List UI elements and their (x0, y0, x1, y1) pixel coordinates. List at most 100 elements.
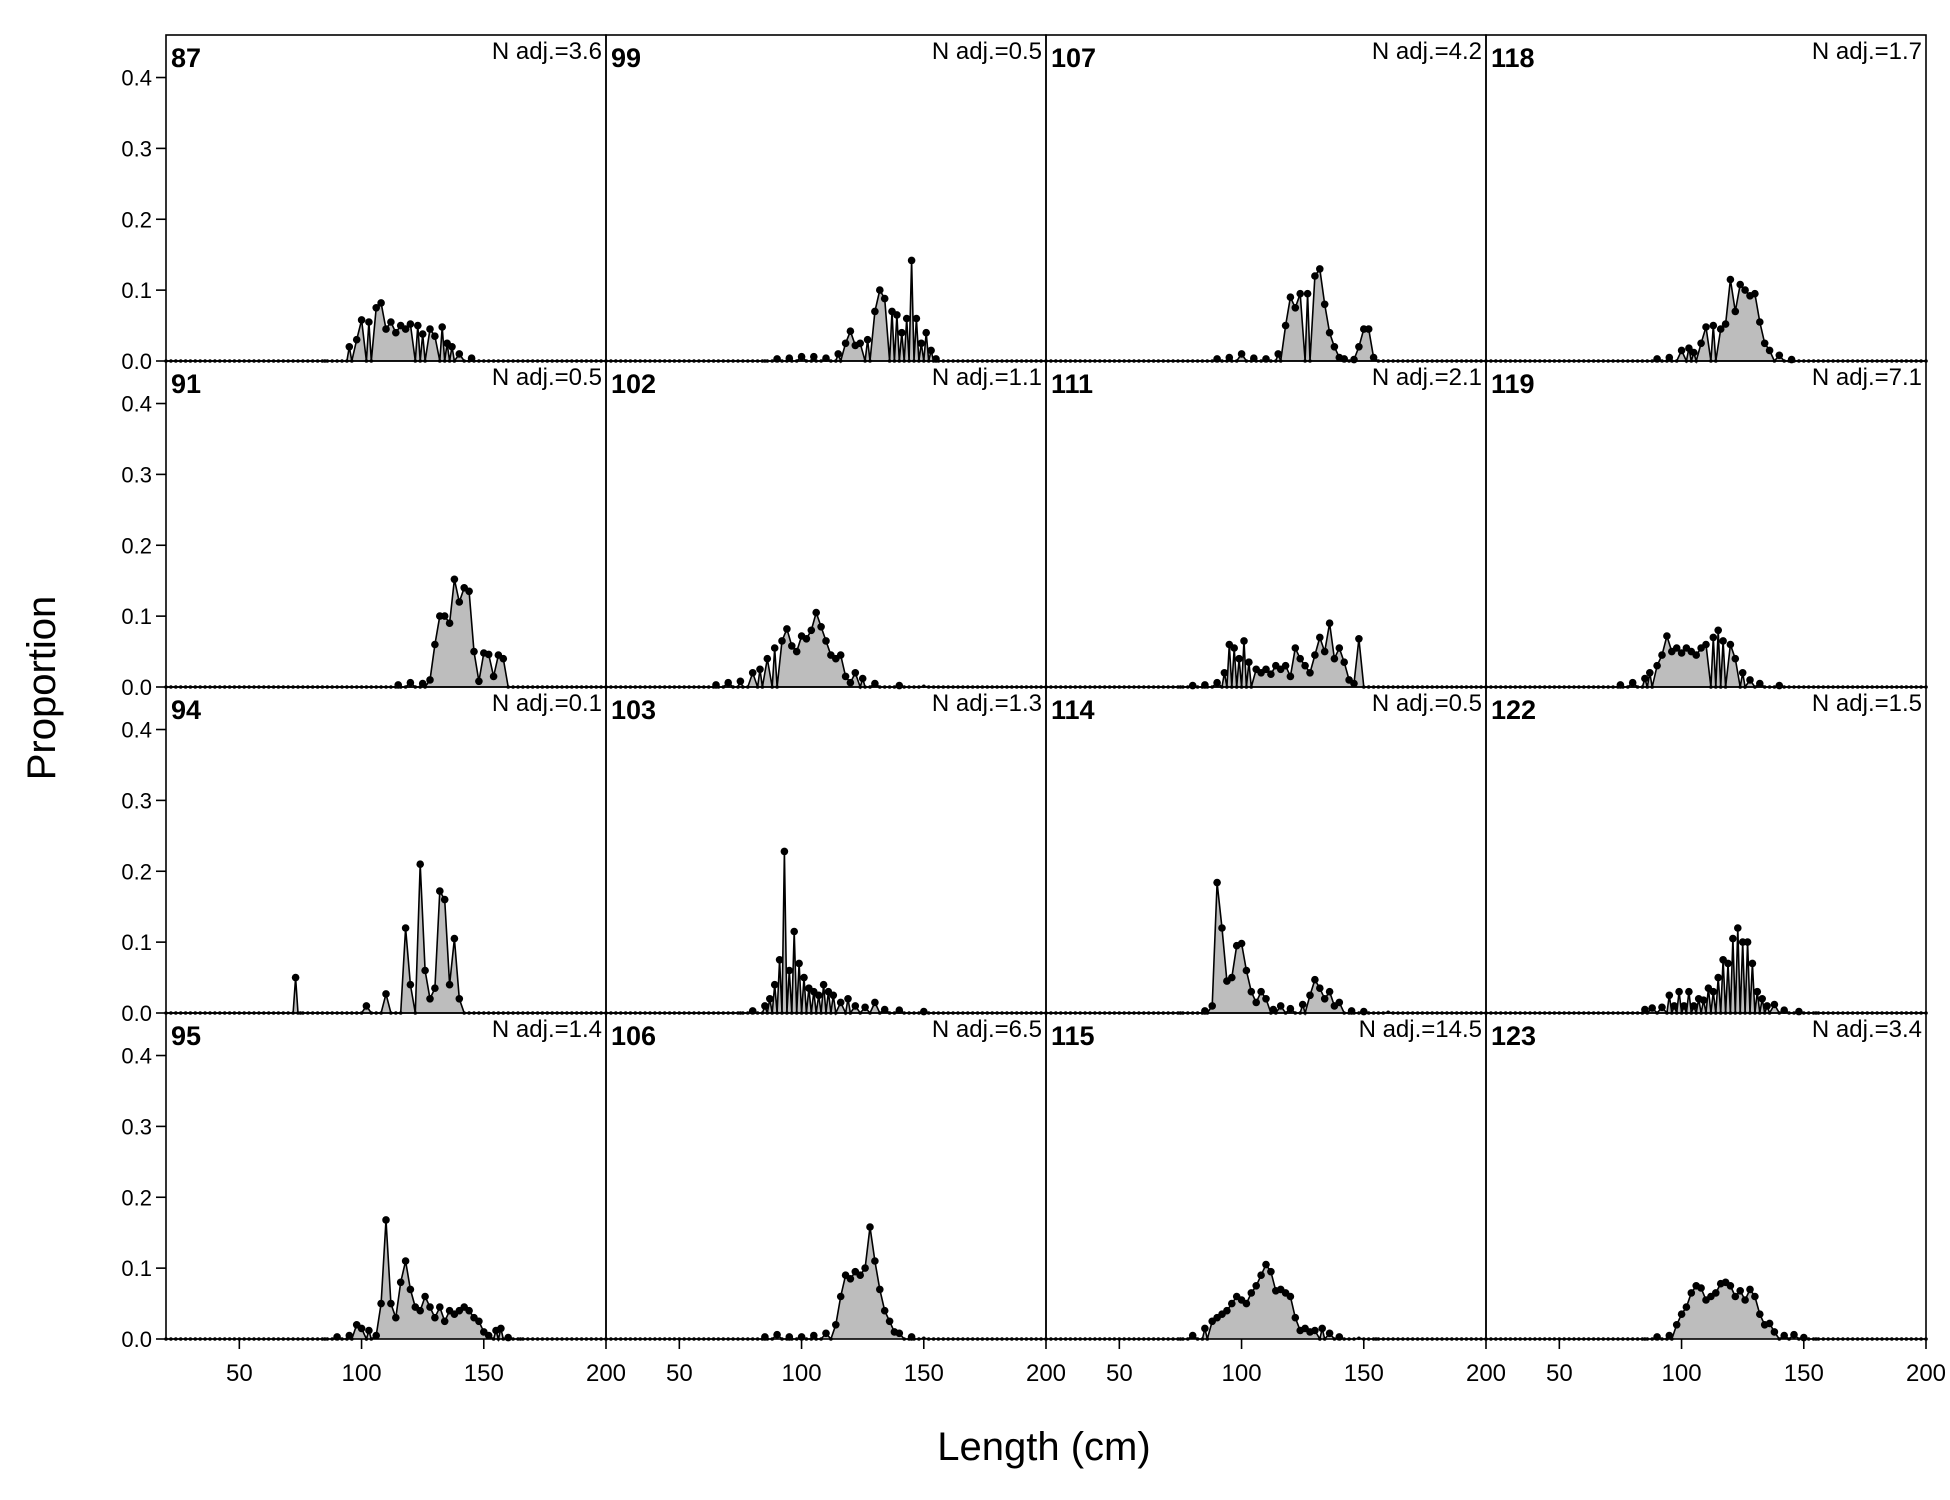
data-point (1746, 1285, 1754, 1294)
data-point (414, 321, 422, 330)
data-point (406, 1285, 415, 1294)
data-point (1213, 878, 1221, 887)
panel-103: 103 N adj.=1.3 (604, 686, 1048, 1016)
data-point (1690, 348, 1698, 357)
data-point (426, 325, 434, 333)
data-point (1765, 1319, 1774, 1328)
x-tick-label: 50 (226, 1360, 253, 1387)
data-point (489, 672, 498, 681)
area-fill (1486, 630, 1926, 687)
data-point (1237, 939, 1246, 948)
data-point (1276, 1002, 1285, 1010)
panel-id-label: 111 (1051, 369, 1093, 399)
panel-id-label: 94 (171, 695, 201, 725)
data-point (1245, 658, 1253, 666)
n-adj-label: N adj.=1.7 (1812, 38, 1922, 65)
panel-111: 111 N adj.=2.1 (1044, 360, 1488, 690)
data-point (387, 318, 395, 326)
data-point (871, 1257, 879, 1265)
x-tick-label: 150 (904, 1360, 944, 1387)
data-point (1303, 289, 1312, 298)
data-point (761, 1002, 769, 1010)
y-tick-label: 0.1 (121, 930, 152, 955)
data-point (1369, 353, 1378, 362)
panel-id-label: 103 (611, 695, 656, 725)
data-point (1741, 286, 1749, 294)
data-point (504, 1333, 512, 1342)
n-adj-label: N adj.=0.5 (492, 364, 602, 391)
panel-id-label: 118 (1491, 43, 1535, 73)
data-point (499, 654, 508, 663)
data-point (1770, 1000, 1779, 1009)
panel-119: 119 N adj.=7.1 (1484, 360, 1928, 690)
data-point (1628, 678, 1637, 687)
data-point (401, 924, 410, 932)
x-tick-label: 100 (342, 1360, 382, 1387)
data-point (1350, 355, 1358, 364)
panel-id-label: 87 (171, 43, 201, 73)
data-point (1281, 661, 1290, 670)
x-tick-label: 50 (1106, 1360, 1133, 1387)
n-adj-label: N adj.=1.3 (932, 690, 1042, 717)
data-point (1790, 1330, 1798, 1339)
data-point (1318, 1324, 1326, 1333)
data-point (1355, 635, 1363, 643)
n-adj-label: N adj.=4.2 (1372, 38, 1482, 65)
data-point (1257, 987, 1265, 996)
data-point (1296, 654, 1304, 663)
data-point (814, 991, 823, 1000)
data-point (1712, 1289, 1720, 1297)
data-point (1714, 626, 1722, 635)
data-point (431, 332, 439, 341)
series-line (1046, 266, 1486, 362)
data-point (1702, 323, 1710, 331)
data-point (1780, 1331, 1788, 1340)
data-point (1218, 924, 1226, 932)
data-point (1325, 619, 1334, 627)
data-point (1320, 995, 1329, 1003)
n-adj-label: N adj.=1.1 (932, 364, 1042, 391)
data-point (834, 350, 842, 358)
data-point (1716, 325, 1725, 333)
data-point (448, 343, 456, 351)
data-point (484, 1331, 493, 1340)
data-point (1267, 1267, 1275, 1276)
data-point (357, 1324, 366, 1333)
panel-frame (1045, 360, 1487, 688)
data-point (812, 608, 820, 617)
data-point (1770, 1328, 1779, 1336)
data-point (907, 256, 916, 265)
y-tick-label: 0.4 (121, 1044, 152, 1069)
panel-id-label: 122 (1491, 695, 1536, 725)
data-point (345, 343, 354, 351)
data-point (836, 998, 845, 1007)
data-point (748, 669, 757, 677)
data-point (778, 637, 786, 645)
data-point (455, 995, 464, 1003)
data-point (470, 647, 478, 656)
data-point (382, 990, 390, 998)
data-point (1335, 998, 1344, 1007)
data-point (1692, 651, 1700, 659)
data-point (1237, 350, 1246, 358)
data-point (1699, 996, 1708, 1004)
area-fill (1046, 1264, 1486, 1339)
data-point (1286, 1292, 1295, 1301)
data-point (396, 1278, 405, 1287)
y-tick-label: 0.0 (121, 1001, 152, 1026)
n-adj-label: N adj.=3.6 (492, 38, 602, 65)
data-point (898, 328, 906, 337)
panel-id-label: 123 (1491, 1021, 1536, 1051)
y-tick-label: 0.3 (121, 788, 152, 813)
data-point (1677, 1310, 1686, 1318)
data-point (1685, 344, 1693, 353)
data-point (426, 995, 434, 1003)
data-point (922, 328, 930, 337)
data-point (1726, 275, 1735, 284)
data-point (382, 325, 390, 333)
data-point (1731, 307, 1740, 316)
series-line (606, 1226, 1046, 1341)
data-point (401, 325, 410, 333)
data-point (1360, 1007, 1368, 1016)
data-point (880, 1306, 889, 1315)
